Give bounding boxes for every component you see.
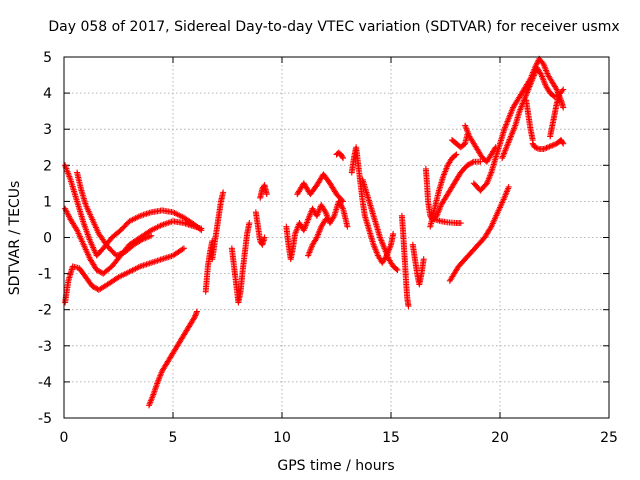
data-point [261, 234, 268, 241]
series-track-ab [523, 97, 536, 144]
data-point [179, 246, 186, 253]
data-point [322, 216, 329, 223]
y-tick-label: -5 [38, 411, 52, 427]
series-track-u [431, 216, 464, 227]
series-track-r [409, 241, 427, 288]
data-point [393, 266, 400, 273]
data-point [344, 223, 351, 230]
series-track-d [74, 169, 155, 259]
y-tick-label: -1 [38, 267, 52, 283]
data-point [180, 245, 187, 252]
tick-label-layer: 0 5 10 15 20 25 -5 -4 -3 -2 -1 0 1 2 3 4 5 [38, 50, 618, 446]
series-track-c [62, 245, 187, 306]
chart-title: Day 058 of 2017, Sidereal Day-to-day VTE… [48, 19, 619, 35]
x-tick-label: 0 [60, 430, 69, 446]
data-point [560, 86, 567, 93]
data-point [469, 159, 476, 166]
data-point [464, 162, 471, 169]
series-track-m [305, 216, 329, 259]
data-point [390, 230, 397, 237]
series-track-p [359, 176, 401, 273]
x-tick-label: 15 [382, 430, 400, 446]
data-point [560, 140, 567, 147]
data-point [330, 214, 337, 221]
series-track-aa [529, 137, 567, 153]
series-track-q [398, 212, 412, 310]
data-point [340, 155, 347, 162]
data-point [453, 151, 460, 158]
data-point [246, 220, 253, 227]
data-point [340, 198, 347, 205]
data-point [466, 160, 473, 167]
data-point [559, 139, 566, 146]
series-track-i [252, 209, 268, 248]
series-track-l [294, 171, 347, 205]
data-point [505, 183, 512, 190]
series-track-s [422, 158, 484, 223]
data-point [457, 220, 464, 227]
y-tick-label: 5 [43, 50, 52, 66]
data-point [465, 161, 472, 168]
series-track-k [283, 198, 351, 263]
data-point [263, 191, 270, 198]
series-track-e [146, 308, 200, 409]
data-point [559, 87, 566, 94]
data-point [193, 308, 200, 315]
series-track-h [228, 220, 253, 306]
data-point [96, 268, 103, 275]
y-tick-label: 4 [43, 86, 52, 102]
data-point [452, 152, 459, 159]
data-point [198, 225, 205, 232]
x-axis-label: GPS time / hours [277, 458, 394, 474]
data-point [209, 238, 216, 245]
data-point [420, 256, 427, 263]
data-point [339, 153, 346, 160]
data-point [560, 104, 567, 111]
data-point [339, 204, 346, 211]
data-point [220, 189, 227, 196]
y-tick-label: -2 [38, 303, 52, 319]
x-tick-label: 20 [491, 430, 509, 446]
data-point [93, 266, 100, 273]
y-tick-label: 2 [43, 158, 52, 174]
data-point [148, 232, 155, 239]
data-point [405, 303, 412, 310]
y-tick-label: -3 [38, 339, 52, 355]
data-point [190, 315, 197, 322]
data-points-layer [62, 55, 567, 409]
data-point [338, 197, 345, 204]
x-tick-label: 5 [169, 430, 178, 446]
data-point [95, 267, 102, 274]
data-point [468, 160, 475, 167]
y-tick-label: -4 [38, 375, 52, 391]
series-track-z [499, 64, 567, 162]
series-track-j [257, 182, 270, 201]
y-tick-label: 0 [43, 231, 52, 247]
series-track-t [427, 151, 460, 230]
y-tick-label: 1 [43, 194, 52, 210]
series-track-x [446, 183, 512, 284]
data-point [91, 284, 98, 291]
series-track-n [333, 149, 347, 162]
plot-frame [63, 56, 610, 419]
data-point [90, 283, 97, 290]
data-point [89, 283, 96, 290]
x-tick-label: 10 [273, 430, 291, 446]
series-track-f [209, 189, 227, 263]
data-point [477, 158, 484, 165]
y-axis-label: SDTVAR / TECUs [7, 181, 23, 296]
data-point [394, 266, 401, 273]
data-point [321, 217, 328, 224]
x-tick-label: 25 [600, 430, 618, 446]
series-track-ac [547, 93, 562, 140]
data-point [555, 93, 562, 100]
data-point [529, 137, 536, 144]
series-track-g [202, 238, 216, 295]
series-track-w [462, 122, 499, 165]
y-tick-label: 3 [43, 122, 52, 138]
